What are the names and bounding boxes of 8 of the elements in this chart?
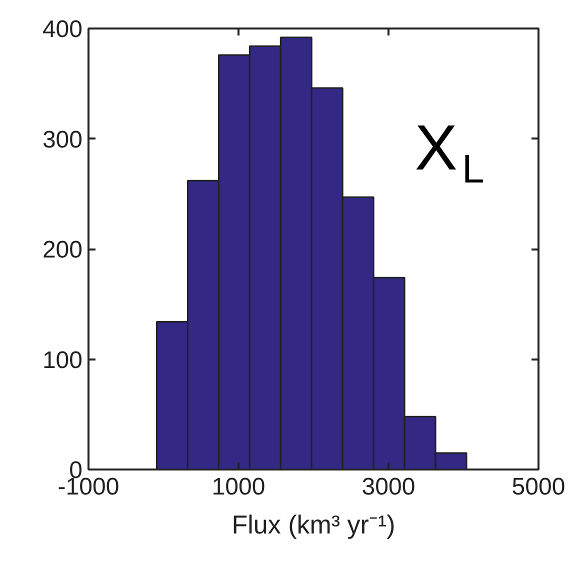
y-tick-label: 100: [42, 346, 83, 374]
x-tick-label: 3000: [362, 474, 416, 500]
x-tick-label: 1000: [212, 474, 266, 500]
y-tick-label: 300: [42, 126, 83, 154]
y-tick-label: 200: [42, 236, 83, 264]
x-axis-title: Flux (km³ yr⁻¹): [232, 510, 396, 540]
y-tick-label: 400: [42, 16, 83, 43]
x-tick-label: 5000: [512, 474, 566, 500]
